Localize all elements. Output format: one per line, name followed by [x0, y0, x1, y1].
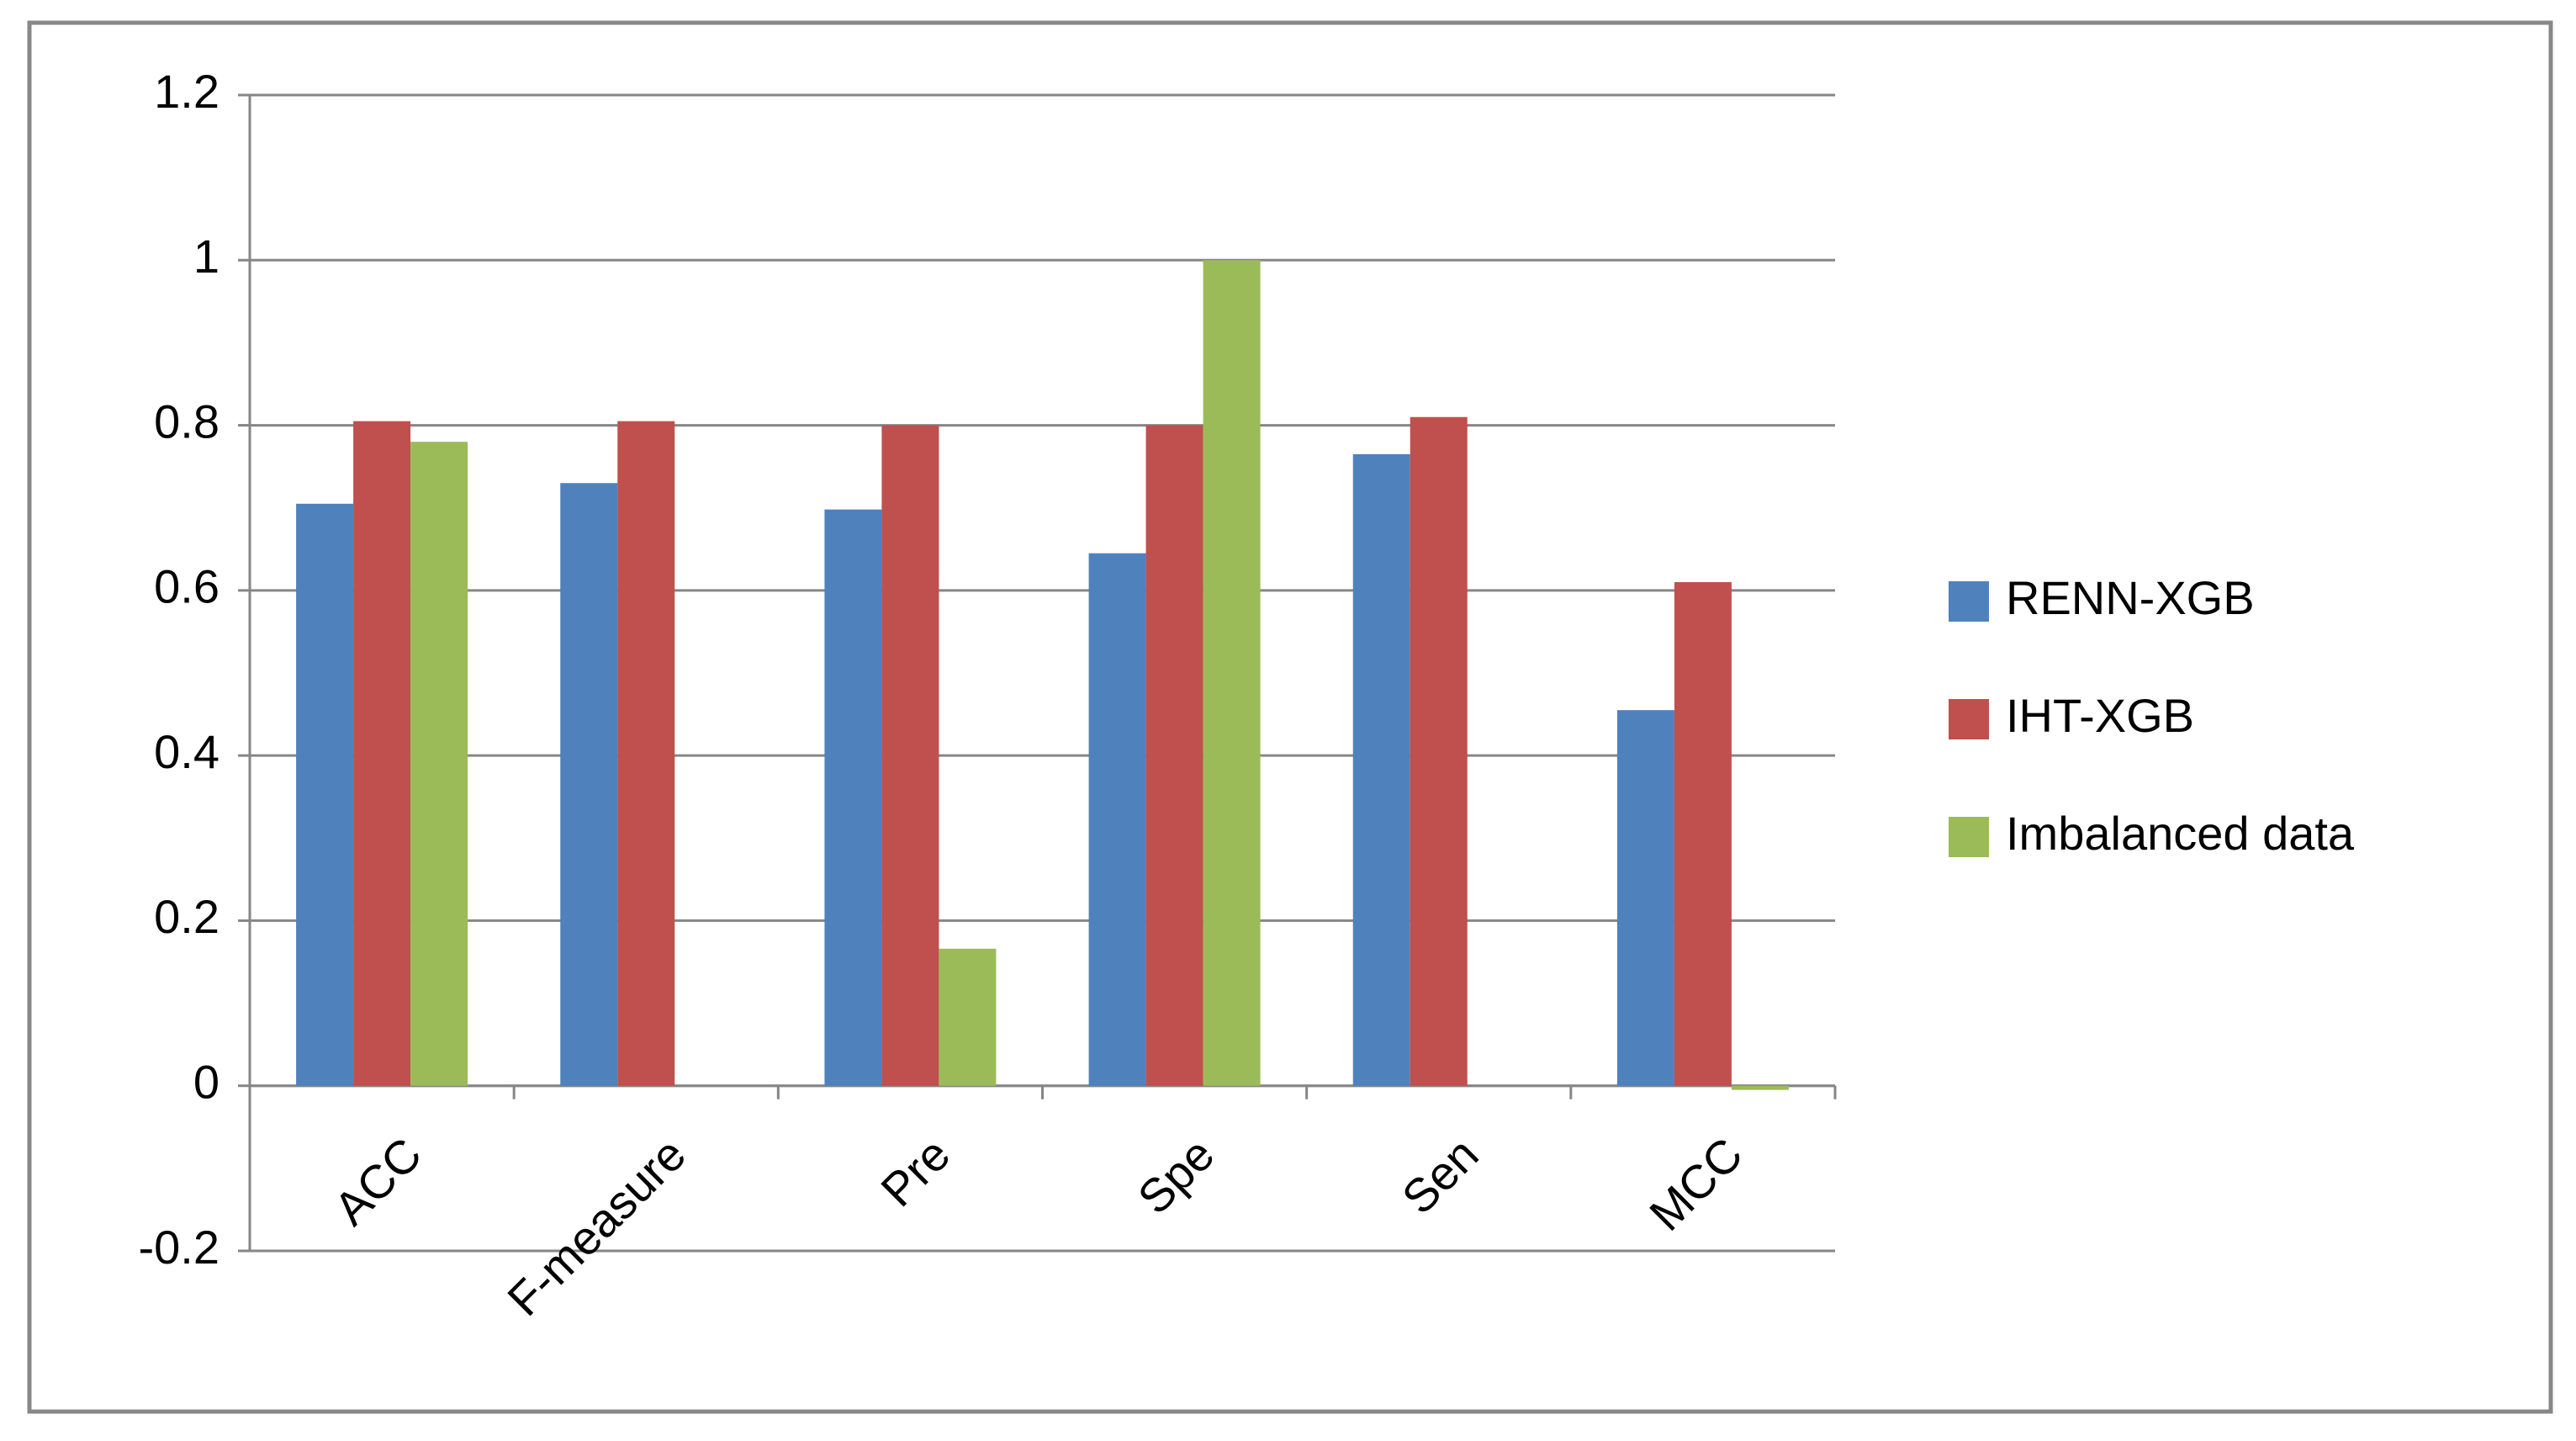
bar [353, 421, 411, 1086]
bar [1145, 425, 1203, 1086]
legend-label: IHT-XGB [2006, 689, 2194, 742]
bar [881, 425, 939, 1086]
bar [1616, 710, 1674, 1086]
bar [824, 509, 882, 1086]
y-tick-label: 0.8 [154, 395, 220, 448]
y-tick-label: 0.2 [154, 890, 220, 943]
legend-label: Imbalanced data [2006, 807, 2355, 860]
y-tick-label: -0.2 [139, 1221, 220, 1274]
y-tick-label: 1 [193, 230, 220, 283]
bar [617, 421, 675, 1086]
bar [1731, 1085, 1789, 1090]
legend-swatch [1949, 581, 1989, 622]
legend-swatch [1949, 817, 1989, 857]
bar [1352, 453, 1410, 1086]
legend-label: RENN-XGB [2006, 571, 2255, 624]
bar [296, 503, 354, 1086]
legend-swatch [1949, 699, 1989, 739]
y-tick-label: 0 [193, 1056, 220, 1109]
bar [1088, 553, 1146, 1086]
y-tick-label: 0.4 [154, 725, 220, 778]
bar [1410, 416, 1468, 1086]
bar [410, 442, 468, 1086]
y-tick-label: 0.6 [154, 560, 220, 613]
bar [560, 483, 618, 1086]
bar [1203, 260, 1261, 1086]
y-tick-label: 1.2 [154, 65, 220, 118]
bar [939, 948, 997, 1086]
bar [1674, 582, 1732, 1086]
